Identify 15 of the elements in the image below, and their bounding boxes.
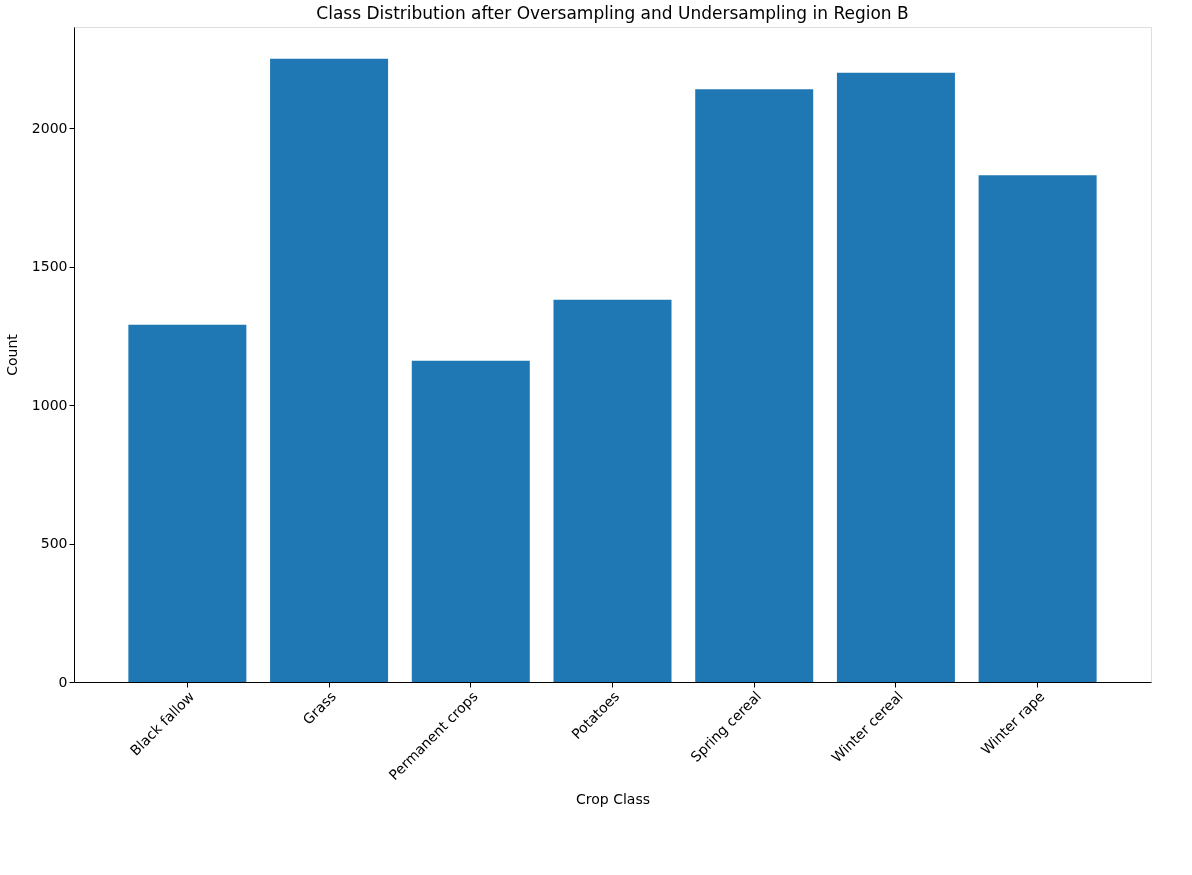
bar: [553, 299, 672, 682]
y-tick-label: 500: [40, 535, 68, 552]
bar: [978, 175, 1097, 682]
x-axis-title: Crop Class: [576, 791, 650, 808]
bar: [411, 360, 530, 682]
y-axis-title: Count: [3, 333, 20, 376]
bar: [695, 89, 814, 682]
bar: [128, 324, 247, 682]
y-tick-label: 1000: [31, 396, 68, 413]
y-tick-label: 2000: [31, 119, 68, 136]
chart-title: Class Distribution after Oversampling and Undersampling in Region B: [316, 3, 909, 23]
bar: [270, 58, 389, 682]
y-tick-label: 0: [58, 673, 68, 690]
y-tick-label: 1500: [31, 258, 68, 275]
bar: [836, 72, 955, 682]
